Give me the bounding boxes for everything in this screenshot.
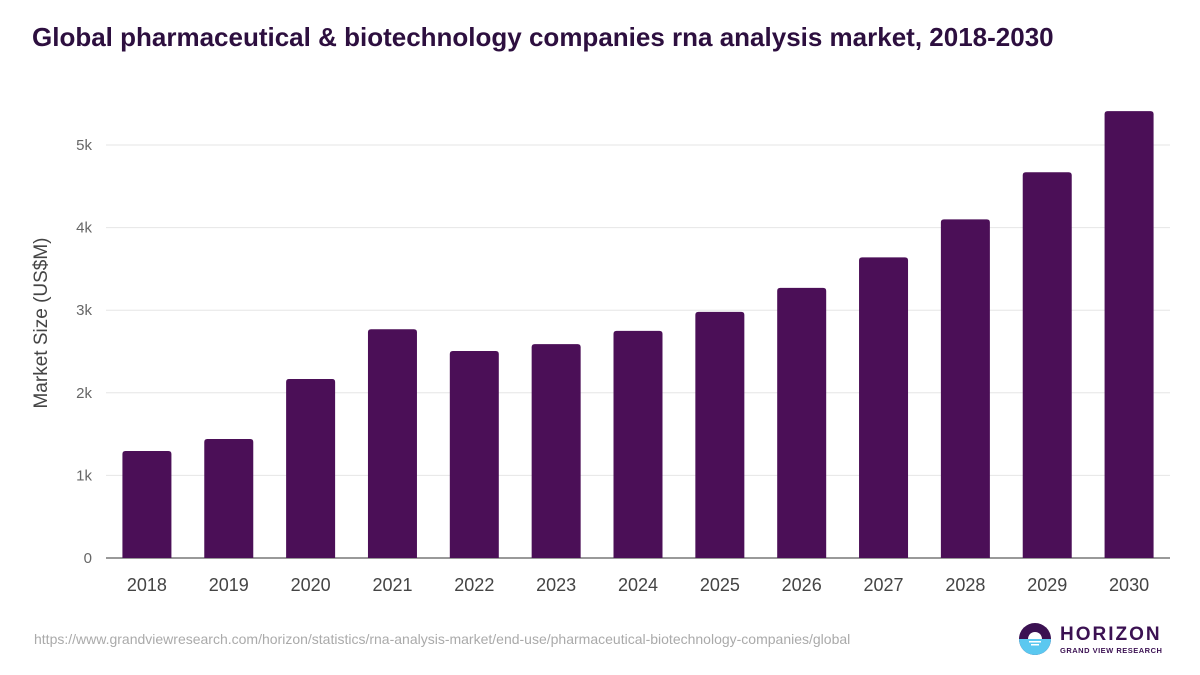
bar-2018: [122, 451, 172, 558]
logo-subtitle: GRAND VIEW RESEARCH: [1060, 645, 1163, 655]
x-tick-label: 2025: [700, 575, 740, 595]
x-tick-label: 2030: [1109, 575, 1149, 595]
bar-2023: [531, 344, 581, 558]
y-tick-label: 4k: [76, 220, 92, 237]
horizon-logo-icon: [1019, 623, 1051, 655]
x-tick-label: 2026: [782, 575, 822, 595]
bar-2021: [367, 329, 417, 558]
logo-name: HORIZON: [1060, 623, 1162, 645]
x-tick-label: 2020: [291, 575, 331, 595]
x-tick-label: 2023: [536, 575, 576, 595]
x-tick-label: 2019: [209, 575, 249, 595]
bar-2025: [695, 311, 745, 558]
source-url[interactable]: https://www.grandviewresearch.com/horizo…: [34, 631, 851, 647]
bar-2022: [449, 351, 499, 558]
y-tick-label: 1k: [76, 467, 92, 484]
bar-2026: [777, 287, 827, 558]
bar-2019: [204, 439, 254, 558]
y-tick-label: 3k: [76, 302, 92, 319]
bar-2024: [613, 330, 663, 558]
x-tick-label: 2024: [618, 575, 658, 595]
y-axis-label: Market Size (US$M): [31, 237, 52, 408]
bar-2020: [286, 379, 336, 558]
chart-title: Global pharmaceutical & biotechnology co…: [32, 22, 1054, 52]
y-tick-label: 0: [84, 550, 92, 567]
bar-2027: [859, 257, 909, 558]
bar-2029: [1022, 172, 1072, 558]
x-tick-label: 2018: [127, 575, 167, 595]
horizon-logo: HORIZON GRAND VIEW RESEARCH: [1018, 622, 1162, 656]
x-tick-label: 2022: [454, 575, 494, 595]
bar-chart: 0 1k 2k 3k 4k 5k Market Size (US$M) 2018 2019 202…: [31, 111, 1170, 595]
x-tick-label: 2027: [864, 575, 904, 595]
y-tick-label: 5k: [76, 137, 92, 154]
bar-2028: [940, 219, 990, 558]
x-tick-label: 2028: [945, 575, 985, 595]
x-tick-label: 2021: [372, 575, 412, 595]
x-tick-label: 2029: [1027, 575, 1067, 595]
bar-2030: [1104, 111, 1154, 558]
y-tick-label: 2k: [76, 385, 92, 402]
